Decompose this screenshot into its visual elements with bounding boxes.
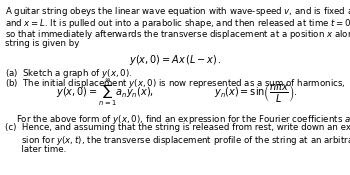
Text: (a)  Sketch a graph of $y(x,0)$.: (a) Sketch a graph of $y(x,0)$.: [5, 67, 132, 80]
Text: later time.: later time.: [5, 145, 66, 154]
Text: sion for $y(x,t)$, the transverse displacement profile of the string at an arbit: sion for $y(x,t)$, the transverse displa…: [5, 134, 350, 147]
Text: A guitar string obeys the linear wave equation with wave-speed $v$, and is fixed: A guitar string obeys the linear wave eq…: [5, 5, 350, 18]
Text: string is given by: string is given by: [5, 39, 79, 48]
Text: (c)  Hence, and assuming that the string is released from rest, write down an ex: (c) Hence, and assuming that the string …: [5, 123, 350, 132]
Text: (b)  The initial displacement $y(x,0)$ is now represented as a sum of harmonics,: (b) The initial displacement $y(x,0)$ is…: [5, 77, 345, 90]
Text: so that immediately afterwards the transverse displacement at a position $x$ alo: so that immediately afterwards the trans…: [5, 28, 350, 41]
Text: $y_n(x) = \sin\!\left(\dfrac{n\pi x}{L}\right).$: $y_n(x) = \sin\!\left(\dfrac{n\pi x}{L}\…: [214, 82, 297, 104]
Text: $y(x,0) = \sum_{n=1}^{\infty} a_n y_n(x),$: $y(x,0) = \sum_{n=1}^{\infty} a_n y_n(x)…: [56, 78, 154, 109]
Text: and $x=L$. It is pulled out into a parabolic shape, and then released at time $t: and $x=L$. It is pulled out into a parab…: [5, 17, 350, 30]
Text: For the above form of $y(x,0)$, find an expression for the Fourier coefficients : For the above form of $y(x,0)$, find an …: [16, 113, 350, 126]
Text: $y(x,0) = Ax\,(L-x)\,.$: $y(x,0) = Ax\,(L-x)\,.$: [128, 53, 222, 67]
